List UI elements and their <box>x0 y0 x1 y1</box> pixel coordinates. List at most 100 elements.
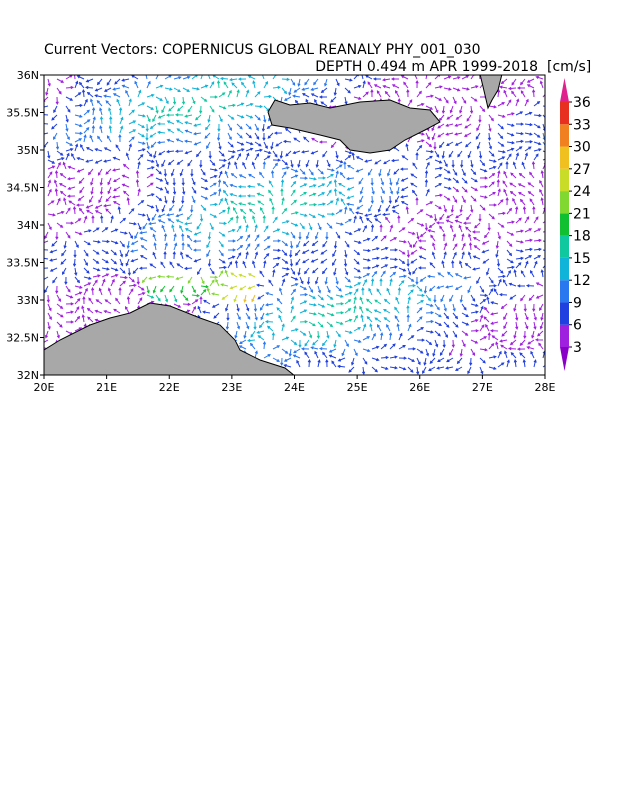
current-vector <box>153 242 157 251</box>
current-vector <box>218 92 226 98</box>
current-vector <box>335 311 345 315</box>
current-vector <box>370 88 374 98</box>
current-vector <box>146 105 155 110</box>
current-vector <box>458 224 463 233</box>
current-vector <box>371 357 380 362</box>
current-vector <box>107 287 112 296</box>
current-vector <box>533 148 542 152</box>
current-vector <box>449 348 454 357</box>
current-vector <box>263 94 273 99</box>
current-vector <box>157 114 166 119</box>
current-vector <box>425 132 430 141</box>
current-vector <box>314 276 319 285</box>
current-vector <box>254 350 258 359</box>
current-vector <box>275 141 283 147</box>
current-vector <box>326 321 334 328</box>
current-vector <box>506 249 513 257</box>
current-vector <box>512 161 517 170</box>
current-vector <box>473 245 481 251</box>
colorbar-tick-label: 18 <box>573 229 591 245</box>
current-vector <box>221 294 229 300</box>
current-vector <box>389 248 399 252</box>
current-vector <box>487 132 492 142</box>
current-vector <box>227 155 235 161</box>
current-vector <box>497 102 506 107</box>
current-vector <box>344 87 351 94</box>
current-vector <box>289 240 294 249</box>
current-vector <box>303 136 310 143</box>
current-vector <box>127 267 132 277</box>
current-vector <box>65 105 71 113</box>
current-vector <box>263 260 267 269</box>
current-vector <box>413 75 418 80</box>
current-vector <box>515 146 523 152</box>
current-vector <box>283 357 292 362</box>
current-vector <box>509 339 517 346</box>
current-vector <box>47 222 52 231</box>
current-vector <box>326 189 332 197</box>
current-vector <box>470 168 477 176</box>
current-vector <box>101 249 110 254</box>
current-vector <box>113 186 121 192</box>
current-vector <box>433 213 438 222</box>
current-vector <box>537 330 544 337</box>
current-vector <box>229 78 238 82</box>
current-vector <box>506 132 515 137</box>
current-vector <box>55 96 59 106</box>
current-vector <box>362 248 371 253</box>
current-vector <box>184 121 193 125</box>
current-vector <box>200 186 209 191</box>
current-vector <box>308 177 317 181</box>
current-vector <box>83 267 90 274</box>
current-vector <box>465 226 472 233</box>
current-vector <box>209 168 218 172</box>
current-vector <box>359 195 364 204</box>
current-vector <box>89 134 94 143</box>
current-vector <box>434 193 443 197</box>
vector-field <box>44 75 545 375</box>
current-vector <box>344 299 352 305</box>
current-vector <box>479 324 485 332</box>
current-vector <box>542 220 545 224</box>
current-vector <box>252 215 256 224</box>
current-vector <box>242 215 247 224</box>
current-vector <box>344 249 348 258</box>
current-vector <box>56 150 64 156</box>
current-vector <box>272 75 278 80</box>
current-vector <box>290 168 299 173</box>
current-vector <box>493 288 499 296</box>
current-vector <box>490 312 499 316</box>
current-vector <box>104 299 112 305</box>
current-vector <box>343 258 348 267</box>
current-vector <box>83 119 91 125</box>
current-vector <box>139 231 148 235</box>
current-vector <box>452 186 460 193</box>
current-vector <box>263 252 270 260</box>
current-vector <box>206 240 211 249</box>
current-vector <box>481 240 490 245</box>
current-vector <box>215 278 220 287</box>
current-vector <box>370 278 375 287</box>
current-vector <box>410 258 418 264</box>
current-vector <box>424 222 429 232</box>
current-vector <box>245 147 254 152</box>
current-vector <box>415 79 419 89</box>
current-vector <box>533 113 542 118</box>
current-vector <box>344 330 353 334</box>
current-vector <box>533 255 542 260</box>
current-vector <box>103 147 112 152</box>
current-vector <box>203 299 211 305</box>
current-vector <box>187 159 193 167</box>
current-vector <box>503 312 508 321</box>
current-vector <box>135 169 140 179</box>
current-vector <box>353 282 362 287</box>
current-vector <box>515 262 522 269</box>
current-vector <box>308 330 313 339</box>
current-vector <box>310 346 319 350</box>
current-vector <box>227 216 234 224</box>
current-vector <box>83 229 92 233</box>
current-vector <box>47 171 53 179</box>
current-vector <box>281 87 288 95</box>
current-vector <box>65 85 75 90</box>
current-vector <box>56 157 65 161</box>
